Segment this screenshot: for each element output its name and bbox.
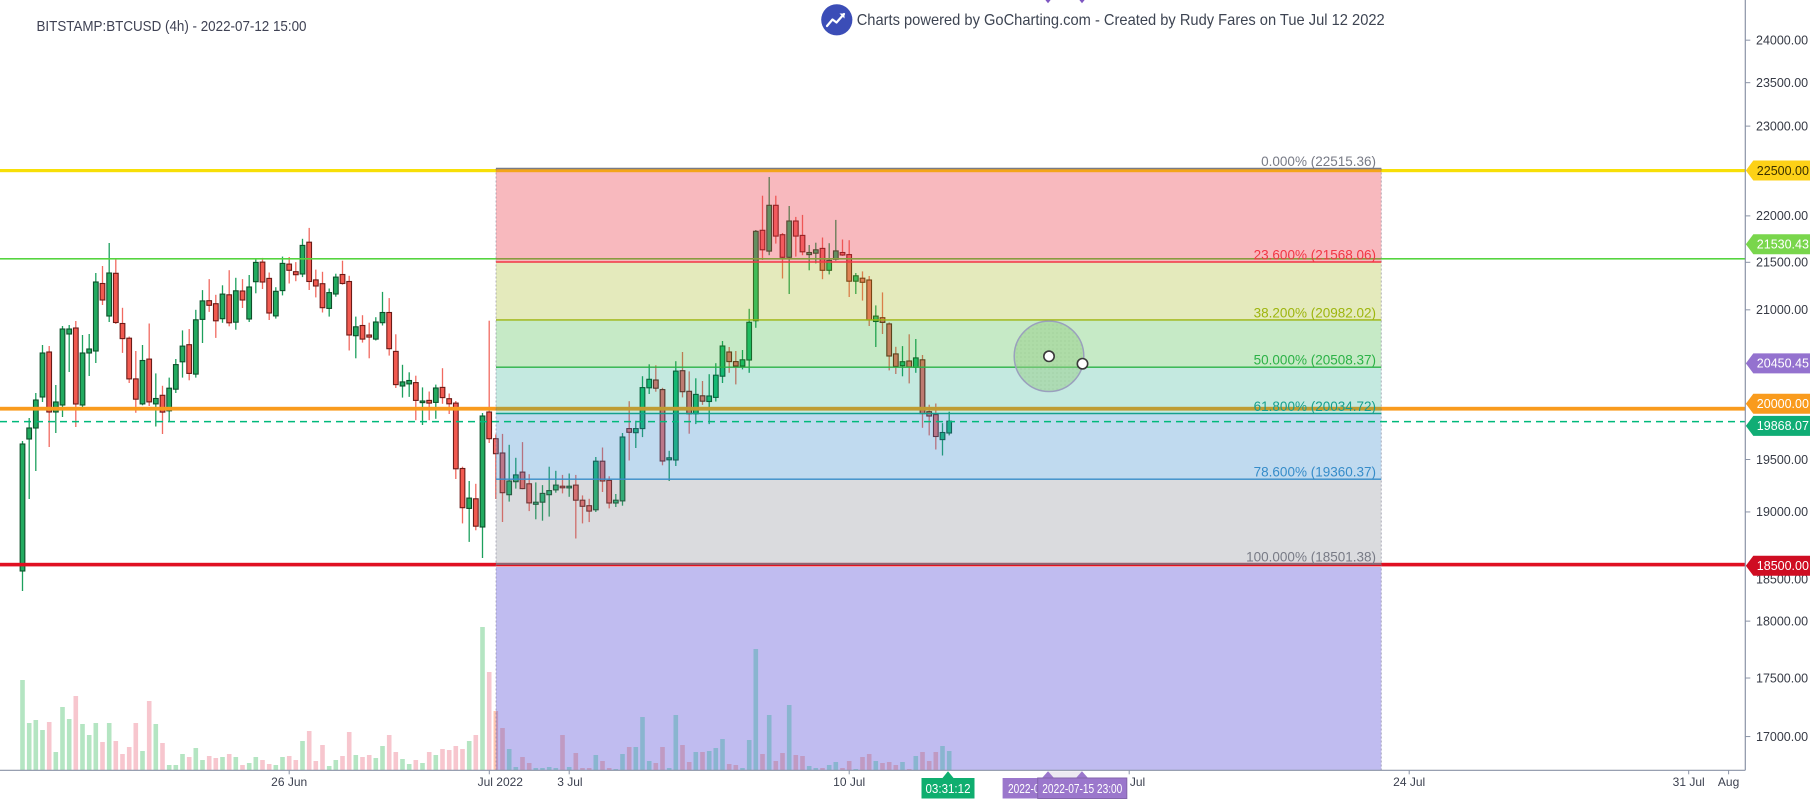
svg-text:31 Jul: 31 Jul: [1673, 775, 1705, 789]
svg-text:03:31:12: 03:31:12: [926, 781, 971, 796]
svg-text:BITSTAMP:BTCUSD (4h) - 2022-07: BITSTAMP:BTCUSD (4h) - 2022-07-12 15:00: [37, 18, 307, 35]
svg-text:0.000% (22515.36): 0.000% (22515.36): [1261, 154, 1376, 169]
svg-text:21000.00: 21000.00: [1756, 303, 1808, 317]
svg-text:19000.00: 19000.00: [1756, 505, 1808, 519]
svg-text:18000.00: 18000.00: [1756, 614, 1808, 628]
svg-text:10 Jul: 10 Jul: [833, 775, 865, 789]
svg-text:21500.00: 21500.00: [1756, 256, 1808, 270]
svg-text:3 Jul: 3 Jul: [557, 775, 582, 789]
svg-text:19500.00: 19500.00: [1756, 453, 1808, 467]
svg-text:21530.43: 21530.43: [1757, 238, 1809, 252]
svg-text:Charts powered by GoCharting.c: Charts powered by GoCharting.com - Creat…: [857, 12, 1385, 29]
svg-text:23000.00: 23000.00: [1756, 119, 1808, 133]
svg-text:2022-07-15 23:00: 2022-07-15 23:00: [1042, 782, 1122, 796]
svg-text:18500.00: 18500.00: [1757, 559, 1809, 573]
svg-text:24000.00: 24000.00: [1756, 33, 1808, 47]
svg-text:100.000% (18501.38): 100.000% (18501.38): [1246, 550, 1376, 565]
svg-text:22000.00: 22000.00: [1756, 209, 1808, 223]
svg-text:61.800% (20034.72): 61.800% (20034.72): [1254, 399, 1376, 414]
svg-text:20000.00: 20000.00: [1757, 397, 1809, 411]
svg-text:18500.00: 18500.00: [1756, 573, 1808, 587]
svg-text:78.600% (19360.37): 78.600% (19360.37): [1254, 465, 1376, 480]
svg-text:23500.00: 23500.00: [1756, 76, 1808, 90]
svg-text:17000.00: 17000.00: [1756, 730, 1808, 744]
svg-text:38.200% (20982.02): 38.200% (20982.02): [1254, 305, 1376, 320]
svg-text:26 Jun: 26 Jun: [271, 775, 307, 789]
svg-text:24 Jul: 24 Jul: [1393, 775, 1425, 789]
svg-text:23.600% (21568.06): 23.600% (21568.06): [1254, 248, 1376, 263]
svg-text:20450.45: 20450.45: [1757, 357, 1809, 371]
svg-text:50.000% (20508.37): 50.000% (20508.37): [1254, 353, 1376, 368]
svg-text:22500.00: 22500.00: [1757, 164, 1809, 178]
svg-text:Jul 2022: Jul 2022: [478, 775, 524, 789]
svg-text:17500.00: 17500.00: [1756, 671, 1808, 685]
svg-text:19868.07: 19868.07: [1757, 419, 1809, 433]
svg-text:Aug: Aug: [1718, 775, 1739, 789]
